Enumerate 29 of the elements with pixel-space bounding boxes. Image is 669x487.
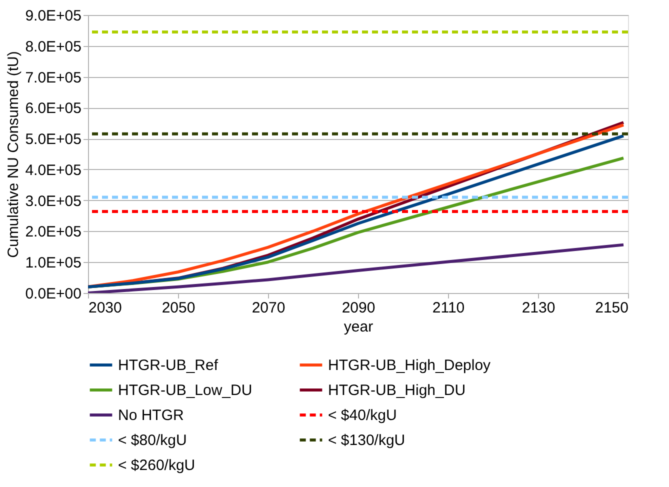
legend-label: < $40/kgU xyxy=(328,407,397,424)
legend-label: No HTGR xyxy=(118,407,184,424)
legend-label: HTGR-UB_Ref xyxy=(118,357,219,374)
y-axis-title: Cumulative NU Consumed (tU) xyxy=(5,51,22,258)
y-tick-label: 3.0E+05 xyxy=(25,192,82,210)
x-tick-label: 2030 xyxy=(88,300,122,316)
y-tick-label: 7.0E+05 xyxy=(25,69,82,86)
legend-label: HTGR-UB_High_Deploy xyxy=(328,357,492,374)
x-tick-label: 2050 xyxy=(162,300,196,316)
y-tick-label: 5.0E+05 xyxy=(25,131,82,148)
y-tick-label: 6.0E+05 xyxy=(25,100,82,118)
legend-label: HTGR-UB_High_DU xyxy=(328,382,466,399)
y-tick-label: 4.0E+05 xyxy=(25,162,82,179)
x-axis-title: year xyxy=(344,318,374,336)
legend-label: < $80/kgU xyxy=(118,432,187,449)
y-tick-label: 2.0E+05 xyxy=(25,224,82,241)
y-tick-label: 0.0E+00 xyxy=(25,286,82,302)
x-tick-label: 2090 xyxy=(342,300,376,316)
x-tick-label: 2150 xyxy=(595,300,628,316)
x-tick-label: 2110 xyxy=(432,300,465,316)
x-tick-label: 2070 xyxy=(252,300,286,316)
y-tick-label: 9.0E+05 xyxy=(25,8,82,24)
legend-label: < $130/kgU xyxy=(328,432,406,449)
x-tick-label: 2130 xyxy=(522,300,556,316)
y-tick-label: 1.0E+05 xyxy=(25,254,82,272)
line-series xyxy=(88,243,625,293)
legend-label: HTGR-UB_Low_DU xyxy=(118,382,252,399)
legend-label: < $260/kgU xyxy=(118,457,196,474)
y-tick-label: 8.0E+05 xyxy=(25,38,82,56)
